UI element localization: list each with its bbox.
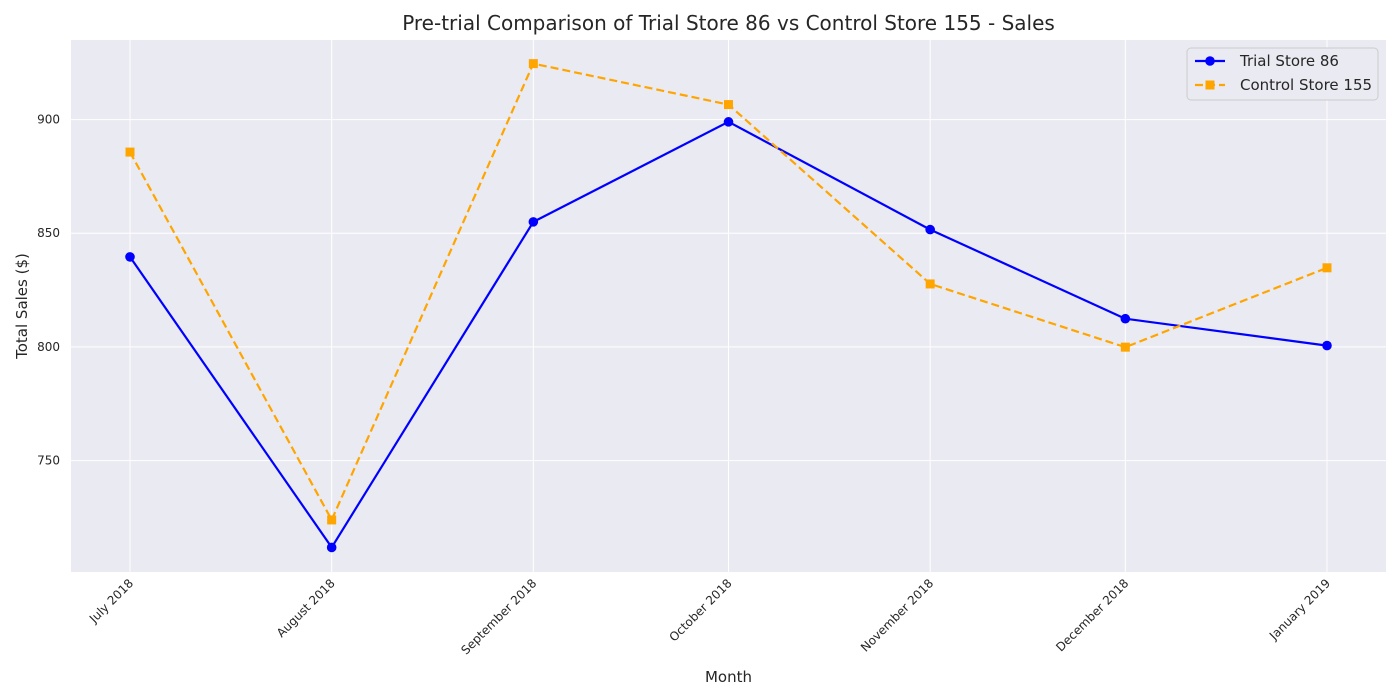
series-control-store-155: [125, 59, 1332, 525]
x-tick-label: December 2018: [1053, 576, 1131, 654]
y-tick-label: 900: [37, 113, 60, 127]
data-point: [925, 279, 935, 289]
x-tick-label: October 2018: [666, 576, 734, 644]
data-point: [1322, 263, 1332, 273]
legend-label: Trial Store 86: [1239, 52, 1339, 70]
x-tick-label: July 2018: [86, 576, 136, 626]
legend-box: [1186, 47, 1379, 101]
data-point: [327, 515, 337, 525]
legend: Trial Store 86 Control Store 155: [1186, 47, 1379, 101]
y-tick-label: 800: [37, 340, 60, 354]
y-axis-label: Total Sales ($): [13, 253, 31, 360]
x-tick-label: November 2018: [858, 576, 936, 654]
data-point: [528, 217, 539, 227]
y-tick-label: 850: [37, 226, 60, 240]
data-point: [125, 252, 135, 262]
legend-item: Control Store 155: [1195, 76, 1372, 94]
legend-item: Trial Store 86: [1195, 52, 1339, 70]
x-tick-label: September 2018: [458, 576, 539, 657]
data-point: [1120, 313, 1131, 324]
grid: [71, 40, 1386, 572]
data-point: [925, 224, 935, 235]
series-layer: [125, 59, 1332, 553]
data-point: [125, 147, 135, 157]
x-axis-label: Month: [705, 668, 752, 686]
x-tick-label: January 2019: [1266, 576, 1333, 643]
legend-label: Control Store 155: [1240, 76, 1372, 94]
data-point: [724, 100, 733, 110]
chart-title: Pre-trial Comparison of Trial Store 86 v…: [402, 11, 1055, 35]
legend-marker: [1205, 56, 1215, 66]
data-point: [1322, 340, 1332, 351]
data-point: [1120, 342, 1130, 352]
data-point: [528, 59, 538, 69]
y-tick-label: 750: [37, 454, 60, 468]
data-point: [326, 542, 337, 553]
x-tick-label: August 2018: [274, 576, 338, 640]
legend-marker: [1205, 80, 1215, 90]
data-point: [723, 117, 734, 127]
series-trial-store-86: [125, 117, 1332, 553]
